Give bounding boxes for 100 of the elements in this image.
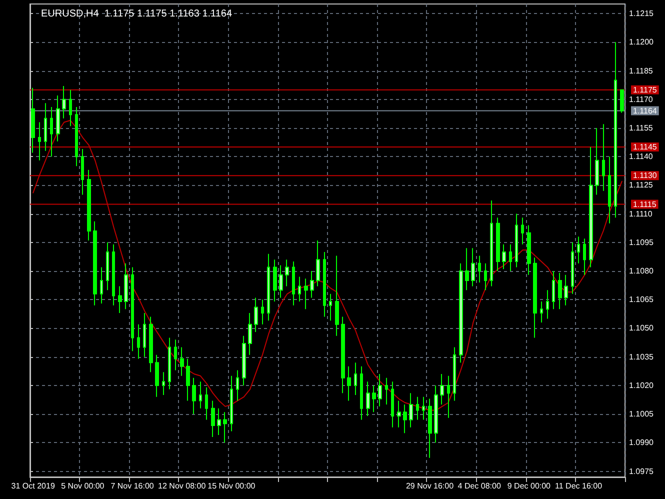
candlestick xyxy=(137,324,140,360)
candlestick xyxy=(242,335,246,386)
y-tick-label: 1.1080 xyxy=(629,266,654,276)
candlestick xyxy=(285,259,289,287)
candlestick xyxy=(149,316,153,373)
candlestick xyxy=(620,89,624,114)
candlestick xyxy=(31,87,35,154)
y-tick-label: 1.1050 xyxy=(629,324,654,333)
candlestick xyxy=(595,127,599,196)
candlestick xyxy=(174,339,177,371)
y-tick-label: 1.1170 xyxy=(629,94,654,104)
candlestick xyxy=(205,386,208,420)
y-tick-label: 1.1140 xyxy=(629,152,654,162)
ref-line-label: 1.1164 xyxy=(633,106,658,116)
candlestick xyxy=(614,42,617,218)
y-tick-label: 1.1095 xyxy=(629,238,654,247)
candlestick xyxy=(106,242,109,291)
candlestick xyxy=(502,244,506,270)
candlestick xyxy=(515,213,518,268)
candlestick xyxy=(316,240,320,287)
x-tick-label: 11 Dec 16:00 xyxy=(555,482,603,490)
candlestick xyxy=(211,400,215,438)
ref-line-label: 1.1115 xyxy=(633,200,657,209)
y-tick-label: 1.1065 xyxy=(629,295,654,304)
y-tick-label: 1.1215 xyxy=(629,9,654,18)
y-tick-label: 1.1110 xyxy=(629,209,653,218)
candlestick xyxy=(335,255,339,336)
candlestick xyxy=(403,404,407,434)
candlestick xyxy=(378,374,382,407)
x-tick-label: 5 Nov 00:00 xyxy=(61,482,105,490)
candlestick xyxy=(279,264,283,298)
candlestick xyxy=(180,346,184,376)
line-series xyxy=(32,120,622,411)
candlestick xyxy=(298,276,301,302)
candlestick xyxy=(292,260,295,306)
y-tick-label: 1.1155 xyxy=(629,123,654,132)
candlestick xyxy=(323,251,326,318)
x-tick-label: 7 Nov 16:00 xyxy=(110,482,154,490)
y-tick-label: 1.1125 xyxy=(629,180,654,190)
candlestick xyxy=(118,286,122,314)
candlestick xyxy=(50,106,53,158)
y-tick-label: 1.1185 xyxy=(629,66,654,76)
candlestick xyxy=(453,346,456,402)
candlestick xyxy=(93,220,97,306)
x-tick-label: 4 Dec 08:00 xyxy=(458,482,502,490)
candlestick xyxy=(56,95,60,142)
candlestick xyxy=(186,358,190,402)
candlestick xyxy=(236,370,239,402)
candlestick xyxy=(459,262,463,364)
candlestick xyxy=(38,122,41,161)
candlestick xyxy=(385,377,388,406)
candlestick xyxy=(416,396,419,420)
candlestick xyxy=(397,400,401,428)
candlestick xyxy=(558,272,562,310)
candlestick xyxy=(583,238,586,276)
candlestick xyxy=(540,301,543,324)
y-tick-label: 1.1200 xyxy=(629,38,654,47)
candlestick xyxy=(608,156,611,224)
candlestick xyxy=(44,102,47,152)
candlestick xyxy=(75,106,78,167)
candlestick xyxy=(62,86,66,119)
candlestick xyxy=(509,244,512,272)
candlestick xyxy=(310,270,314,298)
candlestick xyxy=(273,259,277,302)
candlestick xyxy=(577,236,580,264)
candlestick xyxy=(490,200,493,287)
candlestick xyxy=(372,384,376,413)
candlestick xyxy=(546,290,549,320)
x-tick-label: 9 Dec 00:00 xyxy=(507,482,552,490)
candlestick xyxy=(143,312,146,358)
candlestick xyxy=(131,266,134,352)
x-tick-label: 15 Nov 00:00 xyxy=(208,482,256,490)
candlestick xyxy=(223,412,227,444)
candlestick xyxy=(434,384,438,444)
candlestick xyxy=(447,375,450,418)
x-tick-label: 31 Oct 2019 xyxy=(11,482,56,490)
candlestick xyxy=(391,381,394,428)
candlestick xyxy=(199,381,202,409)
candlestick xyxy=(571,242,574,294)
candlestick xyxy=(81,148,84,196)
y-tick-label: 1.1005 xyxy=(629,410,654,419)
y-tick-label: 1.1020 xyxy=(629,380,654,390)
chart-title: EURUSD,H4 1.1175 1.1175 1.1163 1.1164 xyxy=(41,8,232,20)
y-tick-label: 1.0990 xyxy=(629,438,654,448)
candlestick xyxy=(329,293,332,322)
candlestick xyxy=(428,398,432,458)
ref-line-label: 1.1175 xyxy=(633,85,658,94)
candlestick xyxy=(155,354,159,398)
candlestick xyxy=(422,396,425,420)
candlestick xyxy=(100,266,103,304)
candlestick xyxy=(254,297,258,333)
candlestick xyxy=(267,253,270,322)
candlestick xyxy=(589,146,593,268)
candlestick xyxy=(192,377,196,415)
candlestick xyxy=(478,255,481,283)
candlestick xyxy=(162,372,165,396)
candlestick xyxy=(366,381,370,416)
candlestick xyxy=(484,262,487,291)
candlestick xyxy=(217,408,221,436)
candlestick xyxy=(354,362,357,396)
